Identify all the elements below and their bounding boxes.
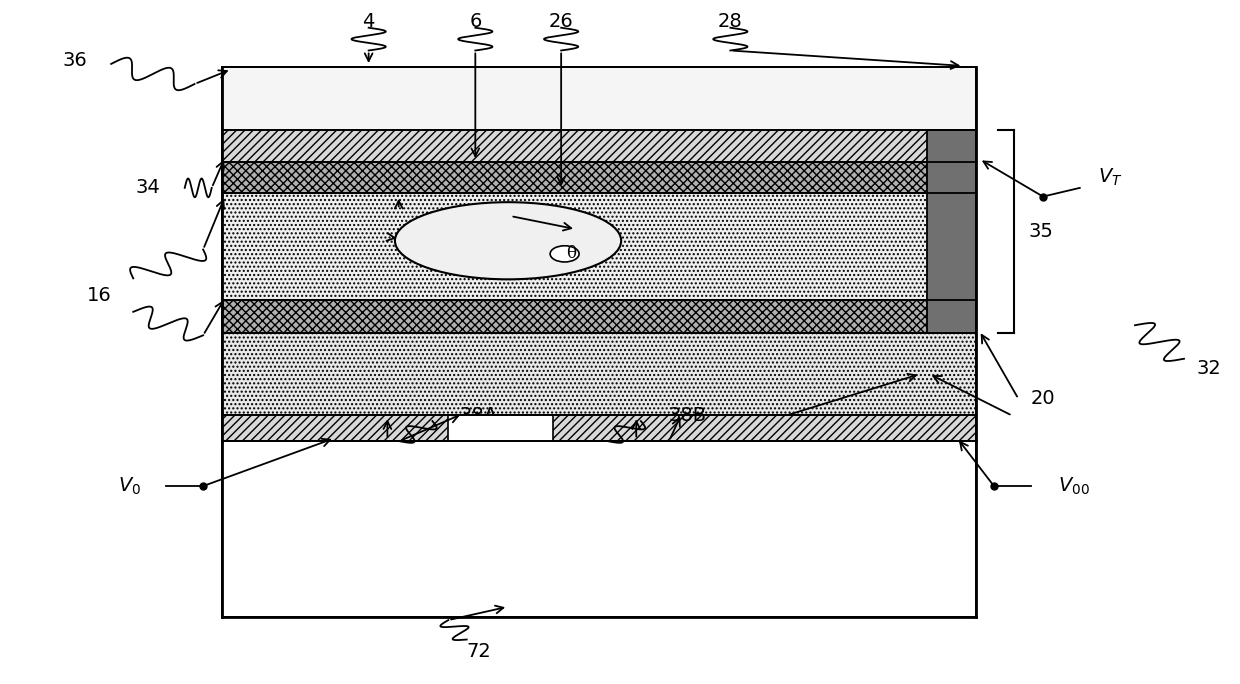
Text: 38A: 38A bbox=[460, 406, 498, 425]
Text: $V_{00}$: $V_{00}$ bbox=[1058, 475, 1090, 497]
Text: 6: 6 bbox=[469, 12, 481, 31]
Text: 32: 32 bbox=[1197, 359, 1221, 378]
Bar bbox=[222, 67, 976, 131]
Text: 34: 34 bbox=[135, 179, 160, 198]
Bar bbox=[222, 415, 976, 441]
Text: 28: 28 bbox=[718, 12, 743, 31]
Text: $V_0$: $V_0$ bbox=[118, 475, 141, 497]
Bar bbox=[222, 131, 976, 162]
Text: 20: 20 bbox=[1030, 389, 1055, 408]
Text: 72: 72 bbox=[466, 642, 491, 661]
Text: 16: 16 bbox=[87, 286, 112, 304]
Text: 36: 36 bbox=[62, 51, 87, 70]
Text: 38B: 38B bbox=[668, 406, 707, 425]
Bar bbox=[222, 332, 976, 415]
Bar bbox=[222, 192, 976, 300]
Ellipse shape bbox=[396, 202, 621, 279]
Bar bbox=[222, 162, 976, 192]
Bar bbox=[448, 415, 553, 441]
Text: 4: 4 bbox=[362, 12, 374, 31]
Text: $V_T$: $V_T$ bbox=[1099, 167, 1122, 189]
Bar bbox=[926, 131, 976, 332]
Text: 35: 35 bbox=[1028, 222, 1053, 241]
Ellipse shape bbox=[551, 246, 579, 262]
Text: 26: 26 bbox=[549, 12, 574, 31]
Bar bbox=[222, 300, 976, 332]
Text: θ: θ bbox=[565, 246, 575, 263]
Bar bbox=[222, 441, 976, 617]
